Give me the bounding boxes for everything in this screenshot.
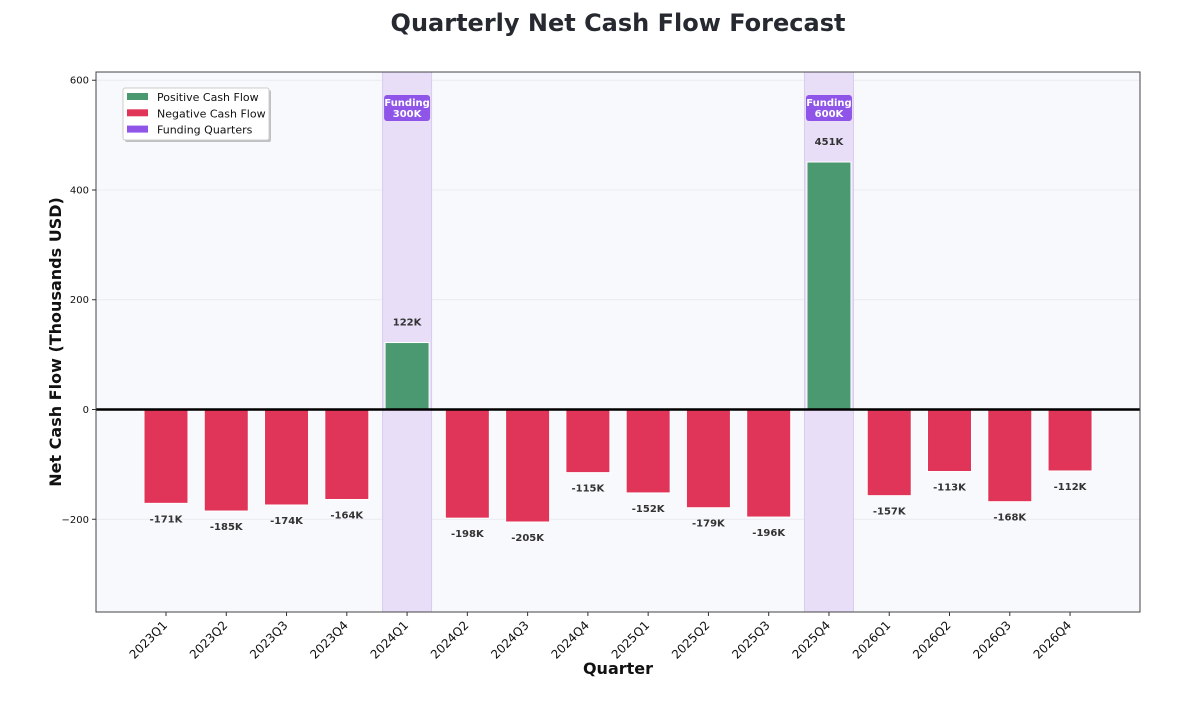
data-label: -185K	[210, 522, 244, 533]
bar-2025Q2	[685, 409, 731, 509]
x-tick-label: 2024Q1	[368, 618, 412, 662]
chart-title: Quarterly Net Cash Flow Forecast	[391, 9, 846, 37]
y-axis-label: Net Cash Flow (Thousands USD)	[46, 197, 65, 487]
legend	[122, 87, 270, 141]
x-tick-label: 2023Q2	[187, 618, 231, 662]
x-tick-label: 2023Q4	[307, 618, 351, 662]
bar-2023Q2	[203, 409, 249, 512]
bar-2023Q1	[143, 409, 189, 504]
bar-2025Q4	[806, 161, 852, 410]
data-label: -152K	[632, 504, 666, 515]
data-label: -168K	[993, 513, 1027, 524]
data-label: -164K	[330, 511, 364, 522]
data-label: -179K	[692, 519, 726, 530]
legend-label: Funding Quarters	[157, 124, 253, 137]
funding-band	[382, 71, 433, 613]
bar-2023Q4	[324, 409, 370, 500]
y-tick-label: 600	[70, 76, 89, 87]
y-tick-label: −200	[62, 515, 89, 526]
funding-badge-line1: Funding	[384, 98, 429, 109]
data-label: -196K	[752, 528, 786, 539]
bar-2025Q3	[746, 409, 792, 518]
data-label: -115K	[571, 484, 605, 495]
x-tick-label: 2024Q4	[548, 618, 592, 662]
y-tick-label: 200	[70, 295, 89, 306]
funding-badge	[805, 95, 852, 121]
x-tick-label: 2024Q2	[428, 618, 472, 662]
x-tick-label: 2026Q4	[1031, 618, 1075, 662]
x-tick-label: 2026Q2	[910, 618, 954, 662]
x-tick-label: 2023Q3	[247, 618, 291, 662]
data-label: 122K	[393, 318, 423, 329]
bar-2023Q3	[264, 409, 310, 506]
data-label: 451K	[815, 137, 845, 148]
x-tick-label: 2023Q1	[127, 618, 171, 662]
data-label: -198K	[451, 529, 485, 540]
bar-2026Q1	[866, 409, 912, 497]
y-tick-label: 0	[83, 405, 89, 416]
legend-label: Negative Cash Flow	[157, 107, 266, 120]
data-label: -157K	[873, 507, 907, 518]
bar-2025Q1	[625, 409, 671, 494]
bar-2026Q2	[927, 409, 973, 473]
legend-swatch	[127, 109, 148, 117]
x-tick-label: 2025Q1	[609, 618, 653, 662]
y-tick-label: 400	[70, 185, 89, 196]
plot-area	[96, 72, 1140, 612]
legend-swatch	[127, 93, 148, 100]
legend-label: Positive Cash Flow	[157, 91, 259, 104]
legend-swatch	[127, 125, 148, 133]
x-tick-label: 2025Q4	[790, 618, 834, 662]
x-tick-label: 2025Q2	[669, 618, 713, 662]
bar-2026Q4	[1047, 409, 1093, 472]
data-label: -113K	[933, 483, 967, 494]
bar-2024Q2	[444, 409, 490, 519]
funding-badge-line2: 300K	[393, 109, 423, 120]
x-axis-label: Quarter	[583, 659, 653, 678]
data-label: -171K	[150, 514, 184, 525]
data-label: -205K	[511, 533, 545, 544]
bar-2026Q3	[987, 409, 1033, 503]
funding-badge	[384, 95, 431, 121]
funding-badge-line2: 600K	[815, 109, 845, 120]
plot-frame	[95, 71, 1141, 613]
x-tick-label: 2026Q1	[850, 618, 894, 662]
x-tick-label: 2024Q3	[488, 618, 532, 662]
bar-2024Q3	[505, 409, 551, 523]
x-tick-label: 2025Q3	[729, 618, 773, 662]
funding-badge-line1: Funding	[806, 98, 851, 109]
bar-2024Q1	[384, 342, 430, 410]
bar-2024Q4	[565, 409, 611, 474]
data-label: -112K	[1054, 482, 1088, 493]
data-label: -174K	[270, 516, 304, 527]
x-tick-label: 2026Q3	[970, 618, 1014, 662]
